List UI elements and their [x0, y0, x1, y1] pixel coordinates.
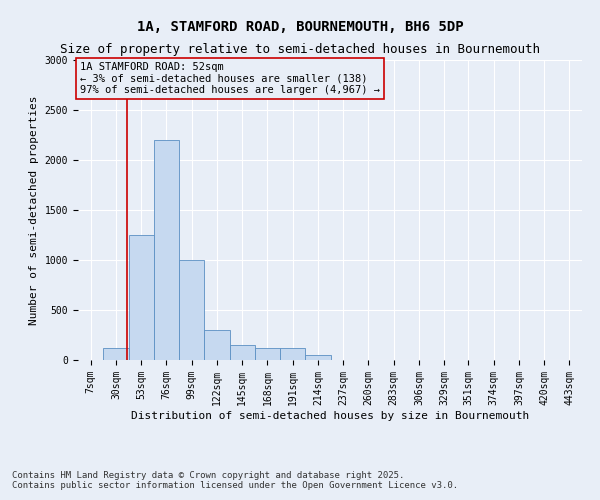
Bar	[280, 348, 305, 360]
X-axis label: Distribution of semi-detached houses by size in Bournemouth: Distribution of semi-detached houses by …	[131, 410, 529, 420]
Text: Contains HM Land Registry data © Crown copyright and database right 2025.
Contai: Contains HM Land Registry data © Crown c…	[12, 470, 458, 490]
Bar	[305, 355, 331, 360]
Bar	[255, 348, 280, 360]
Bar	[179, 260, 204, 360]
Bar	[204, 330, 230, 360]
Bar	[128, 235, 154, 360]
Text: Size of property relative to semi-detached houses in Bournemouth: Size of property relative to semi-detach…	[60, 42, 540, 56]
Bar	[103, 348, 128, 360]
Bar	[230, 345, 255, 360]
Y-axis label: Number of semi-detached properties: Number of semi-detached properties	[29, 95, 39, 325]
Text: 1A, STAMFORD ROAD, BOURNEMOUTH, BH6 5DP: 1A, STAMFORD ROAD, BOURNEMOUTH, BH6 5DP	[137, 20, 463, 34]
Bar	[154, 140, 179, 360]
Text: 1A STAMFORD ROAD: 52sqm
← 3% of semi-detached houses are smaller (138)
97% of se: 1A STAMFORD ROAD: 52sqm ← 3% of semi-det…	[80, 62, 380, 95]
